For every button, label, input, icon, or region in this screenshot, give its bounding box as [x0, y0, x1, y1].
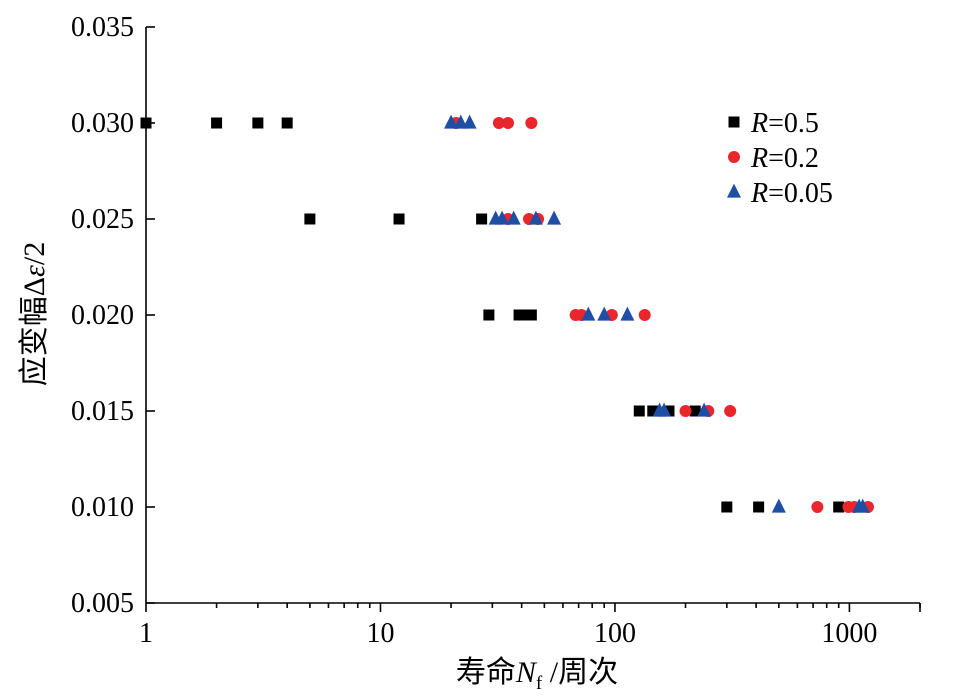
- legend: R=0.5 R=0.2 R=0.05: [727, 108, 833, 209]
- square-point: [304, 213, 316, 225]
- circle-point: [811, 501, 824, 513]
- triangle-point: [581, 306, 596, 321]
- square-point: [393, 213, 405, 225]
- square-point: [647, 405, 659, 417]
- square-point: [689, 405, 701, 417]
- triangle-point: [453, 114, 468, 129]
- circle-point: [724, 405, 737, 417]
- circle-point: [679, 405, 692, 417]
- square-point: [721, 501, 733, 513]
- triangle-point: [657, 402, 672, 417]
- square-point: [252, 117, 264, 129]
- x-tick-label: 1000: [821, 618, 877, 649]
- y-label-prefix: 应变幅: [18, 296, 51, 386]
- x-label-sub: f: [536, 673, 543, 694]
- x-tick-label: 1: [139, 618, 153, 649]
- legend-marker-triangle: [727, 183, 741, 198]
- x-tick-label: 10: [366, 618, 394, 649]
- legend-marker-circle: [728, 151, 740, 163]
- y-label-delta: Δ: [18, 277, 51, 296]
- y-label-var: ε: [18, 265, 51, 277]
- square-point: [663, 405, 675, 417]
- legend-label: R=0.05: [750, 178, 833, 209]
- y-tick-label: 0.015: [71, 396, 134, 427]
- triangle-point: [528, 210, 543, 225]
- legend-label: R=0.2: [750, 143, 819, 174]
- triangle-point: [547, 210, 562, 225]
- square-point: [525, 309, 537, 321]
- triangle-point: [506, 210, 521, 225]
- y-tick-label: 0.035: [71, 12, 134, 43]
- x-label-suffix: /周次: [542, 656, 618, 689]
- square-point: [211, 117, 223, 129]
- circle-point: [492, 117, 505, 129]
- y-tick-label: 0.020: [71, 300, 134, 331]
- data-points: [140, 114, 874, 513]
- triangle-point: [697, 402, 712, 417]
- series-triangle: [444, 114, 870, 513]
- y-ticks: 0.005 0.010 0.015 0.020 0.025 0.030 0.035: [71, 12, 155, 619]
- x-tick-label: 100: [594, 618, 636, 649]
- triangle-point: [771, 498, 786, 513]
- triangle-point: [855, 498, 870, 513]
- y-label-suffix: /2: [18, 242, 51, 265]
- x-axis-label: 寿命Nf /周次: [456, 656, 618, 694]
- triangle-point: [597, 306, 612, 321]
- square-point: [281, 117, 293, 129]
- triangle-point: [495, 210, 510, 225]
- x-label-var: N: [515, 656, 538, 689]
- y-axis-label: 应变幅Δε/2: [18, 242, 51, 386]
- circle-point: [502, 117, 515, 129]
- x-label-prefix: 寿命: [456, 656, 516, 689]
- y-tick-label: 0.005: [71, 588, 134, 619]
- triangle-point: [462, 114, 477, 129]
- y-tick-label: 0.030: [71, 108, 134, 139]
- y-tick-label: 0.010: [71, 492, 134, 523]
- circle-point: [638, 309, 651, 321]
- square-point: [476, 213, 488, 225]
- triangle-point: [620, 306, 635, 321]
- triangle-point: [444, 114, 459, 129]
- series-square: [140, 117, 845, 513]
- square-point: [753, 501, 765, 513]
- legend-label: R=0.5: [750, 108, 819, 139]
- y-tick-label: 0.025: [71, 204, 134, 235]
- square-point: [140, 117, 152, 129]
- legend-marker-square: [728, 116, 740, 128]
- x-ticks: 1 10 100 1000: [139, 603, 921, 649]
- circle-point: [525, 117, 538, 129]
- square-point: [513, 309, 525, 321]
- square-point: [483, 309, 495, 321]
- square-point: [633, 405, 645, 417]
- square-point: [833, 501, 845, 513]
